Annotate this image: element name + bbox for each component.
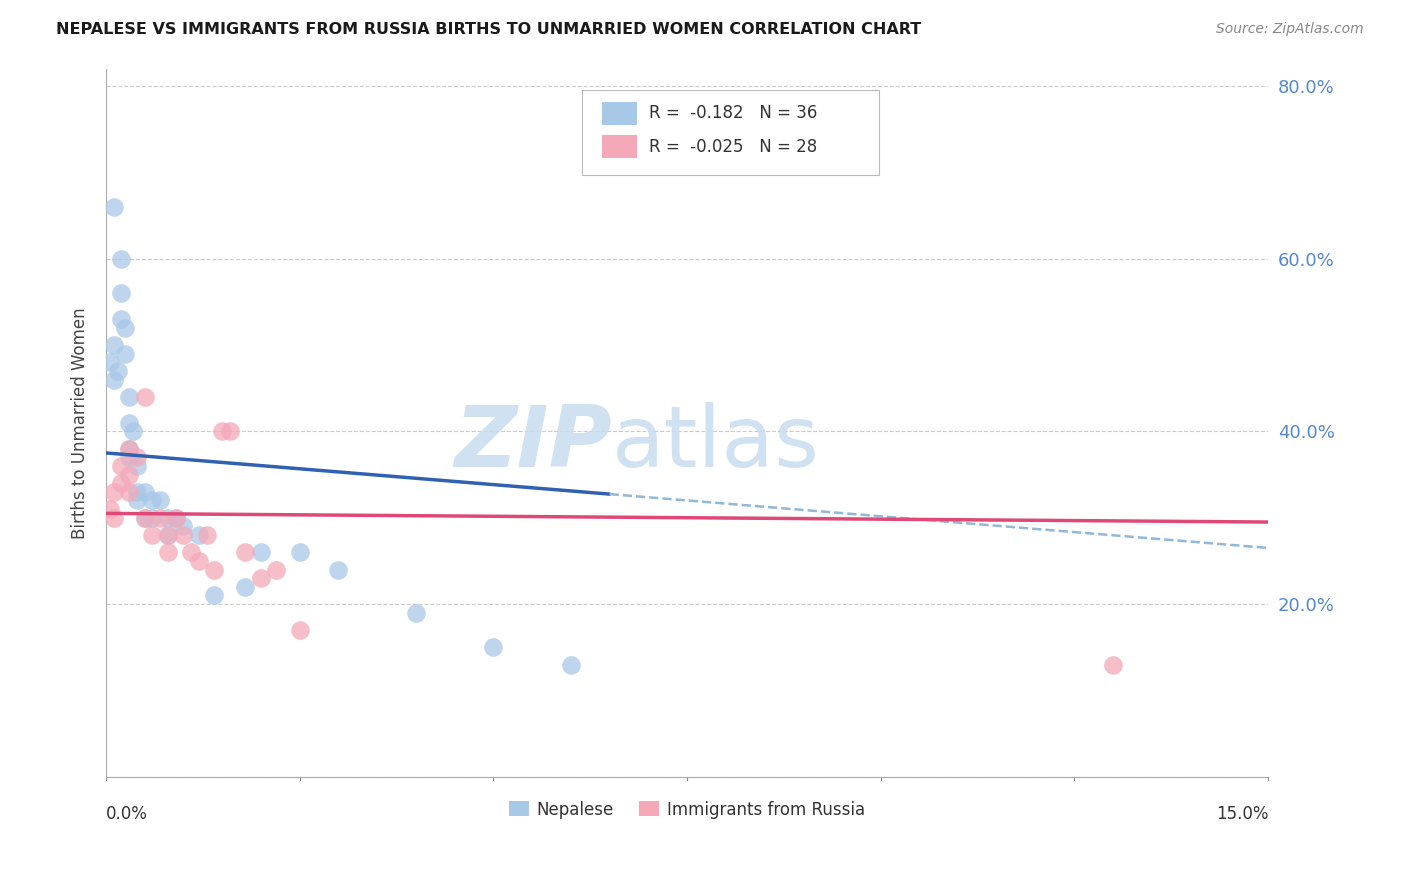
Point: [110, 476, 132, 491]
Point: [156, 510, 179, 524]
Point: [141, 528, 163, 542]
Point: [118, 442, 141, 456]
Point: [110, 312, 132, 326]
Point: [134, 484, 156, 499]
Y-axis label: Births to Unmarried Women: Births to Unmarried Women: [72, 307, 89, 539]
FancyBboxPatch shape: [582, 90, 879, 175]
Point: [110, 286, 132, 301]
Point: [288, 545, 311, 559]
Point: [103, 484, 125, 499]
Point: [98, 502, 121, 516]
Point: [235, 545, 257, 559]
Point: [195, 528, 218, 542]
Point: [103, 338, 125, 352]
Point: [103, 200, 125, 214]
Point: [187, 554, 209, 568]
Point: [107, 364, 129, 378]
Point: [110, 458, 132, 473]
Point: [114, 320, 136, 334]
Point: [187, 528, 209, 542]
Point: [250, 545, 273, 559]
Text: ZIP: ZIP: [454, 402, 612, 485]
Point: [235, 580, 257, 594]
Point: [134, 510, 156, 524]
Point: [172, 519, 194, 533]
Point: [122, 425, 145, 439]
Point: [103, 510, 125, 524]
Point: [218, 425, 240, 439]
Text: Source: ZipAtlas.com: Source: ZipAtlas.com: [1216, 22, 1364, 37]
Point: [118, 467, 141, 482]
Text: R =  -0.025   N = 28: R = -0.025 N = 28: [648, 138, 817, 156]
Point: [134, 390, 156, 404]
Point: [172, 528, 194, 542]
Point: [141, 493, 163, 508]
Point: [125, 484, 148, 499]
Point: [1102, 657, 1125, 672]
Point: [211, 425, 233, 439]
Point: [328, 563, 350, 577]
Point: [141, 510, 163, 524]
Point: [250, 571, 273, 585]
Point: [482, 640, 505, 655]
Text: 0.0%: 0.0%: [105, 805, 148, 823]
Point: [134, 510, 156, 524]
Point: [165, 510, 187, 524]
Point: [125, 493, 148, 508]
Point: [118, 484, 141, 499]
Text: 15.0%: 15.0%: [1216, 805, 1268, 823]
Text: NEPALESE VS IMMIGRANTS FROM RUSSIA BIRTHS TO UNMARRIED WOMEN CORRELATION CHART: NEPALESE VS IMMIGRANTS FROM RUSSIA BIRTH…: [56, 22, 921, 37]
Legend: Nepalese, Immigrants from Russia: Nepalese, Immigrants from Russia: [502, 794, 872, 825]
Text: R =  -0.182   N = 36: R = -0.182 N = 36: [648, 104, 817, 122]
Point: [156, 528, 179, 542]
Point: [118, 390, 141, 404]
Point: [202, 563, 225, 577]
Point: [165, 510, 187, 524]
Point: [118, 442, 141, 456]
Point: [560, 657, 582, 672]
Point: [118, 450, 141, 465]
Point: [149, 493, 172, 508]
Point: [156, 528, 179, 542]
Point: [180, 545, 202, 559]
Point: [405, 606, 427, 620]
Point: [103, 372, 125, 386]
Point: [98, 355, 121, 369]
Point: [288, 623, 311, 637]
Point: [125, 458, 148, 473]
Point: [149, 510, 172, 524]
Point: [114, 346, 136, 360]
Point: [125, 450, 148, 465]
Point: [110, 252, 132, 266]
Text: atlas: atlas: [612, 402, 820, 485]
Point: [266, 563, 288, 577]
Bar: [602, 102, 637, 125]
Point: [202, 589, 225, 603]
Point: [156, 545, 179, 559]
Point: [118, 416, 141, 430]
Bar: [602, 135, 637, 159]
